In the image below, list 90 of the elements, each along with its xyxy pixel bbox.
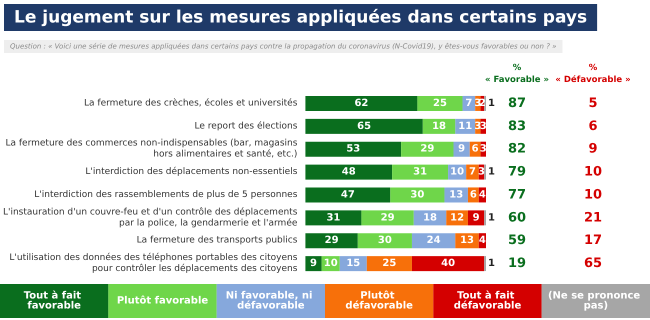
y-tick-label: La fermeture des crèches, écoles et universités (84, 97, 298, 108)
text: 65 (584, 256, 602, 272)
text: 77 (508, 187, 526, 202)
y-tick-label: La fermeture des commerces non-indispensables (bar, magasins hors alimentaires et santé, etc.) (5, 138, 298, 160)
data-label: 25 (432, 98, 447, 109)
bar (366, 256, 412, 272)
text: (Ne se prononce pas) (548, 290, 644, 312)
bar (358, 233, 412, 248)
text: 82 (508, 142, 526, 157)
bar (390, 187, 444, 202)
data-label: 1 (488, 212, 495, 224)
bar (305, 118, 423, 134)
data-label: 12 (450, 212, 464, 224)
y-tick-label: L'interdiction des déplacements non-essentiels (85, 166, 298, 178)
data-label: 65 (357, 120, 372, 132)
bar (305, 142, 402, 157)
data-label: 1 (488, 166, 495, 178)
bar (392, 164, 448, 180)
data-label: 30 (378, 235, 392, 246)
text: 19 (508, 256, 526, 272)
text: 10 (584, 187, 602, 202)
bar (401, 142, 454, 157)
data-label: 10 (450, 166, 464, 178)
y-tick-label: L'utilisation des données des téléphones portables des citoyens pour contrôler les déplacements des citoyens (9, 252, 298, 274)
data-label: 1 (488, 98, 495, 109)
bar (305, 233, 358, 248)
data-label: 31 (326, 212, 340, 224)
y-tick-label: La fermeture des transports publics (136, 236, 298, 246)
data-label: 18 (432, 120, 446, 132)
data-label: 18 (423, 212, 438, 224)
data-label: 6 (470, 189, 477, 200)
y-tick-label: L'instauration d'un couvre-feu et d'un contrôle des déplacements par la police, la gendarmerie et l'armée (2, 206, 298, 228)
text: 17 (584, 233, 602, 248)
data-label: 48 (342, 166, 356, 178)
data-label: 7 (468, 166, 476, 178)
data-label: 11 (458, 120, 472, 132)
data-label: 7 (465, 98, 472, 109)
text: 60 (508, 210, 526, 226)
text: 10 (584, 164, 602, 180)
data-label: 10 (324, 258, 338, 270)
bar (305, 164, 392, 180)
chart-title: Le jugement sur les mesures appliquées dans certains pays (14, 8, 588, 28)
text: 21 (584, 210, 602, 226)
bar (412, 233, 456, 248)
data-label: 4 (478, 189, 486, 200)
data-label: 62 (354, 98, 368, 109)
text: 6 (588, 118, 598, 134)
text: Plutôt favorable (116, 296, 208, 306)
data-label: 3 (480, 120, 487, 132)
text: % « Défavorable » (555, 63, 631, 85)
data-label: 4 (478, 235, 486, 246)
data-label: 6 (472, 144, 479, 155)
data-label: 29 (420, 144, 434, 155)
text: 79 (508, 164, 526, 180)
data-label: 3 (474, 120, 482, 132)
text: 83 (508, 118, 526, 134)
bar (305, 187, 390, 202)
data-label: 29 (380, 212, 395, 224)
data-label: 13 (460, 235, 474, 246)
bar (412, 256, 484, 272)
data-label: 9 (472, 212, 480, 224)
text: Tout à fait favorable (24, 290, 85, 312)
data-label: 30 (410, 189, 424, 200)
text: 87 (508, 96, 526, 111)
data-label: 47 (340, 189, 355, 200)
bar (361, 210, 414, 226)
data-label: 13 (449, 189, 464, 200)
y-tick-label: L'interdiction des rassemblements de plus de 5 personnes (34, 190, 298, 200)
data-label: 29 (324, 235, 339, 246)
data-label: 15 (346, 258, 360, 270)
data-label: 1 (488, 258, 495, 270)
y-tick-label: Le report des élections (194, 120, 298, 132)
data-label: 3 (480, 144, 487, 155)
text: 5 (588, 96, 598, 111)
data-label: 31 (413, 166, 428, 178)
bar (305, 96, 418, 111)
series-label: Plutôt défavorable (345, 290, 414, 312)
text: 59 (508, 233, 526, 248)
bar (305, 210, 362, 226)
data-label: 40 (441, 258, 456, 270)
series-label: Tout à fait défavorable (454, 290, 522, 312)
data-label: 24 (426, 235, 441, 246)
data-label: 9 (310, 258, 318, 270)
data-label: 9 (458, 144, 466, 155)
data-label: 53 (346, 144, 360, 155)
bar (417, 96, 463, 111)
text: % « Favorable » (484, 63, 550, 85)
text: 9 (588, 142, 598, 157)
data-label: 25 (382, 258, 396, 270)
text: Ni favorable, ni défavorable (226, 290, 316, 312)
